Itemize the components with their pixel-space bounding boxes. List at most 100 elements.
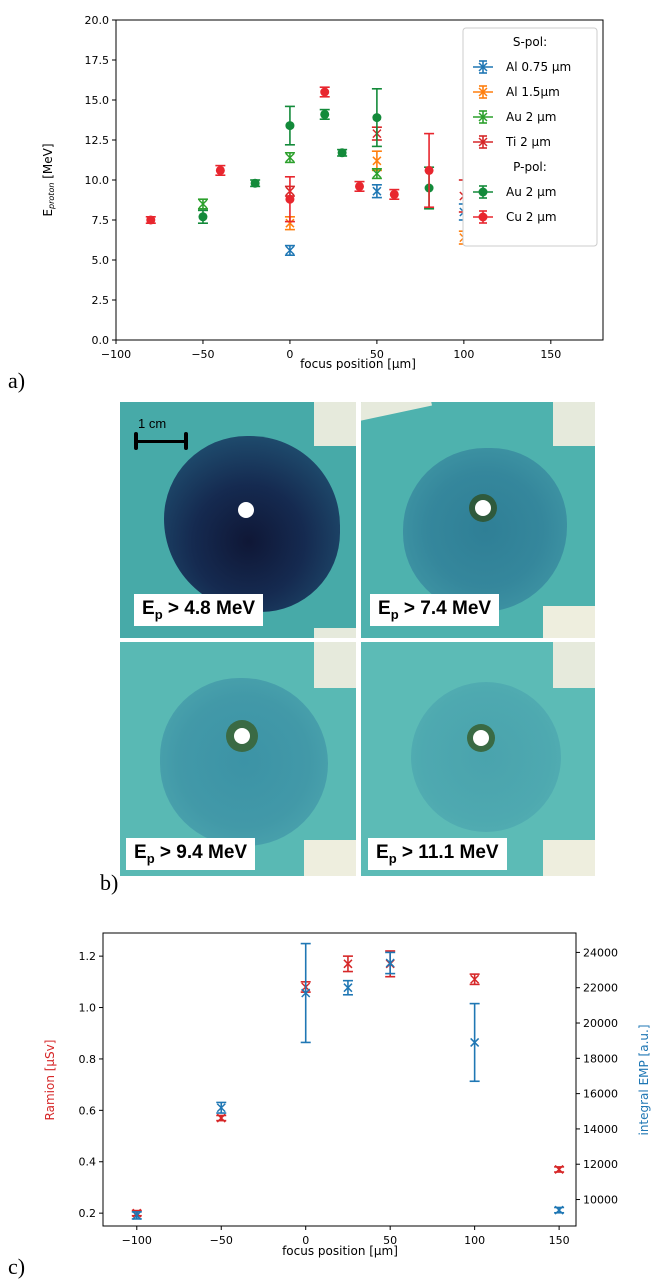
chart-a-point (285, 245, 295, 255)
chart-c-x-tick-label: −50 (210, 1234, 233, 1247)
radiochromic-film-photos: 1 cm (120, 402, 595, 877)
legend-header-s-pol: S-pol: (513, 35, 547, 49)
legend-entry-label: Al 0.75 µm (506, 60, 571, 74)
chart-a-y-tick-label: 7.5 (92, 214, 110, 227)
film-photo-3 (120, 642, 356, 876)
chart-a-point (285, 153, 295, 163)
chart-a-x-tick-label: 150 (540, 348, 561, 361)
chart-a-point (372, 186, 382, 196)
chart-c-x-tick-label: 100 (464, 1234, 485, 1247)
chart-c-ramion-point (554, 1164, 564, 1174)
scale-bar (136, 440, 186, 443)
chart-c-left-tick-label: 1.2 (79, 950, 97, 963)
chart-a-point (285, 194, 295, 204)
chart-c-emp-point (301, 988, 311, 998)
chart-c-left-tick-label: 0.2 (79, 1207, 97, 1220)
legend-entry-label: Au 2 µm (506, 185, 556, 199)
chart-a-y-tick-label: 2.5 (92, 294, 110, 307)
legend-marker (478, 187, 488, 197)
chart-c-right-tick-label: 20000 (583, 1017, 618, 1030)
chart-c-right-tick-label: 14000 (583, 1123, 618, 1136)
chart-a-x-tick-label: 0 (286, 348, 293, 361)
beam-hole (475, 500, 491, 516)
chart-a-y-tick-label: 20.0 (85, 14, 110, 27)
legend-marker (478, 212, 488, 222)
scale-bar-label: 1 cm (138, 416, 167, 431)
chart-c-ramion-point (343, 959, 353, 969)
chart-a-point (389, 189, 399, 199)
panel-label-b: b) (100, 870, 119, 895)
energy-caption-1: Ep > 4.8 MeV (134, 594, 264, 626)
chart-a-y-axis-label: Eproton [MeV] (41, 143, 56, 216)
chart-c-x-tick-label: −100 (122, 1234, 152, 1247)
chart-a-point (372, 169, 382, 179)
chart-c-emp-point (554, 1205, 564, 1215)
chart-a-y-tick-label: 0.0 (92, 334, 110, 347)
beam-hole (238, 502, 254, 518)
chart-a-point (424, 165, 434, 175)
chart-c-left-tick-label: 0.8 (79, 1053, 97, 1066)
chart-a-point (198, 199, 208, 209)
chart-c-emp-point (132, 1210, 142, 1220)
energy-caption-2: Ep > 7.4 MeV (370, 594, 500, 626)
dose-emp-chart: −100 −50 0 50 100 150 0.2 0.4 0.6 0.8 1.0 1.2 10000 1… (43, 932, 651, 1258)
chart-c-x-tick-label: 50 (383, 1234, 397, 1247)
beam-hole (473, 730, 489, 746)
proton-energy-chart: −100 −50 0 50 100 150 0.0 2.5 5.0 7.5 10.0 12.5 15.0… (41, 14, 604, 370)
chart-a-y-tick-label: 10.0 (85, 174, 110, 187)
chart-a-x-axis-label: focus position [µm] (300, 357, 416, 370)
legend-marker (478, 137, 488, 147)
chart-a-point (250, 178, 260, 188)
chart-a-y-tick-label: 5.0 (92, 254, 110, 267)
chart-a-point (146, 215, 156, 225)
chart-a-point (337, 148, 347, 158)
chart-a-y-tick-label: 15.0 (85, 94, 110, 107)
panel-label-a: a) (8, 368, 26, 393)
chart-c-right-axis-label: integral EMP [a.u.] (637, 1024, 651, 1135)
chart-c-right-tick-label: 16000 (583, 1088, 618, 1101)
chart-a-x-tick-label: −100 (101, 348, 131, 361)
legend-marker (478, 112, 488, 122)
chart-a-point (372, 113, 382, 123)
legend-entry-label: Ti 2 µm (505, 135, 551, 149)
panel-label-c: c) (8, 1254, 26, 1279)
chart-c-x-tick-label: 150 (549, 1234, 570, 1247)
beam-hole (234, 728, 250, 744)
chart-c-x-tick-label: 0 (302, 1234, 309, 1247)
chart-a-point (320, 109, 330, 119)
chart-a-point (285, 121, 295, 131)
chart-c-ramion-point (216, 1113, 226, 1123)
chart-c-emp-point (216, 1103, 226, 1113)
chart-c-right-tick-label: 18000 (583, 1052, 618, 1065)
chart-a-y-tick-label: 12.5 (85, 134, 110, 147)
chart-c-emp-point (343, 983, 353, 993)
legend-entry-label: Al 1.5µm (506, 85, 560, 99)
chart-c-right-tick-label: 10000 (583, 1194, 618, 1207)
chart-a-x-tick-label: 100 (453, 348, 474, 361)
chart-c-right-tick-label: 22000 (583, 982, 618, 995)
chart-c-x-axis-label: focus position [µm] (282, 1244, 398, 1258)
legend-header-p-pol: P-pol: (513, 160, 547, 174)
chart-c-emp-point (470, 1037, 480, 1047)
chart-a-legend: S-pol: Al 0.75 µm Al 1.5µm Au 2 µm Ti 2 µm P-… (462, 27, 598, 247)
chart-a-x-tick-label: −50 (191, 348, 214, 361)
chart-c-left-tick-label: 0.6 (79, 1104, 97, 1117)
chart-c-left-axis-label: Ramion [µSv] (43, 1040, 57, 1121)
energy-caption-3: Ep > 9.4 MeV (126, 838, 256, 870)
film-photo-4 (361, 642, 595, 876)
chart-a-point (355, 181, 364, 191)
chart-a-x-tick-label: 50 (370, 348, 384, 361)
chart-a-point (215, 165, 225, 175)
legend-entry-label: Au 2 µm (506, 110, 556, 124)
chart-c-left-tick-label: 0.4 (79, 1156, 97, 1169)
chart-a-y-tick-label: 17.5 (85, 54, 110, 67)
chart-c-emp-point (385, 958, 395, 968)
legend-marker (478, 62, 488, 72)
chart-a-point (320, 87, 330, 97)
chart-c-ramion-point (470, 974, 480, 984)
chart-c-right-tick-label: 24000 (583, 946, 618, 959)
legend-marker (478, 87, 488, 97)
legend-entry-label: Cu 2 µm (506, 210, 557, 224)
chart-c-left-tick-label: 1.0 (79, 1002, 97, 1015)
energy-caption-4: Ep > 11.1 MeV (368, 838, 507, 870)
